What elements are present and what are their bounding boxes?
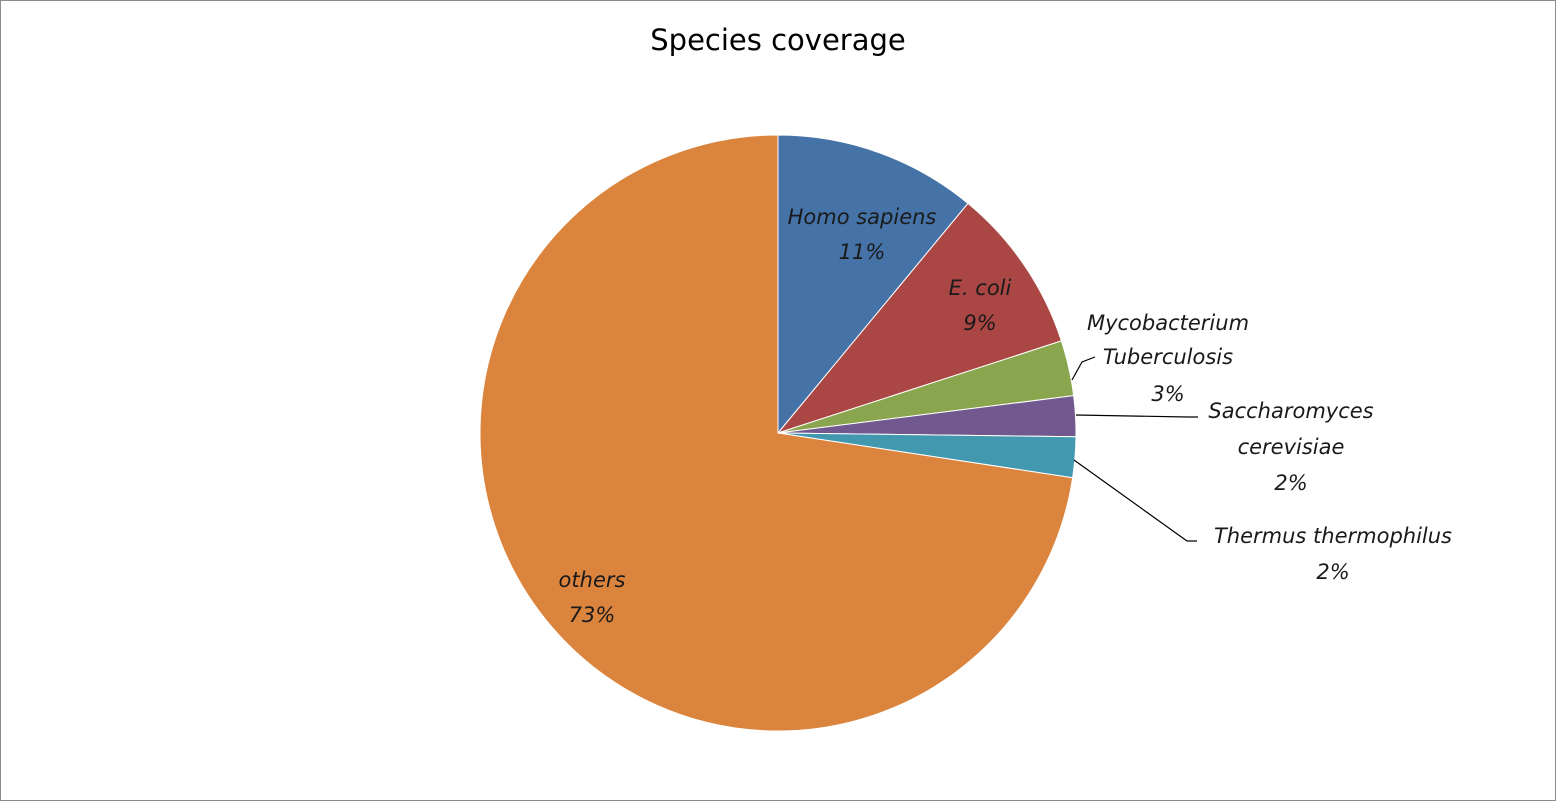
- pie-slice-homo-sapiens: [777, 134, 969, 435]
- slice-name-thermus-thermophilus: Thermus thermophilus: [1214, 524, 1452, 548]
- pie-slice-e-coli: [776, 202, 1063, 435]
- chart-title: Species coverage: [650, 23, 906, 57]
- slice-percent-homo-sapiens: 11%: [839, 240, 886, 264]
- leader-line-saccharomyces-cerevisiae: [1075, 414, 1198, 418]
- slice-percent-others: 73%: [569, 603, 616, 627]
- slice-name-mycobacterium-tuberculosis-1: Mycobacterium: [1087, 311, 1249, 335]
- leader-lines: [1071, 356, 1198, 542]
- slice-percent-saccharomyces-cerevisiae: 2%: [1274, 471, 1307, 495]
- slice-percent-e-coli: 9%: [963, 311, 996, 335]
- slice-percent-mycobacterium-tuberculosis: 3%: [1151, 382, 1184, 406]
- slice-name-saccharomyces-cerevisiae-2: cerevisiae: [1238, 435, 1345, 459]
- slice-name-mycobacterium-tuberculosis-2: Tuberculosis: [1103, 345, 1233, 369]
- slice-name-others: others: [559, 568, 626, 592]
- leader-line-thermus-thermophilus: [1073, 459, 1197, 542]
- pie-slices: [479, 134, 1077, 732]
- slice-name-e-coli: E. coli: [949, 276, 1012, 300]
- slice-labels: Homo sapiens 11% E. coli 9% Mycobacterium Tub…: [559, 205, 1453, 627]
- slice-name-saccharomyces-cerevisiae-1: Saccharomyces: [1208, 399, 1373, 423]
- leader-line-mycobacterium-tuberculosis: [1071, 356, 1096, 381]
- slice-percent-thermus-thermophilus: 2%: [1316, 560, 1349, 584]
- pie-slice-others: [479, 134, 1074, 732]
- slice-name-homo-sapiens: Homo sapiens: [788, 205, 937, 229]
